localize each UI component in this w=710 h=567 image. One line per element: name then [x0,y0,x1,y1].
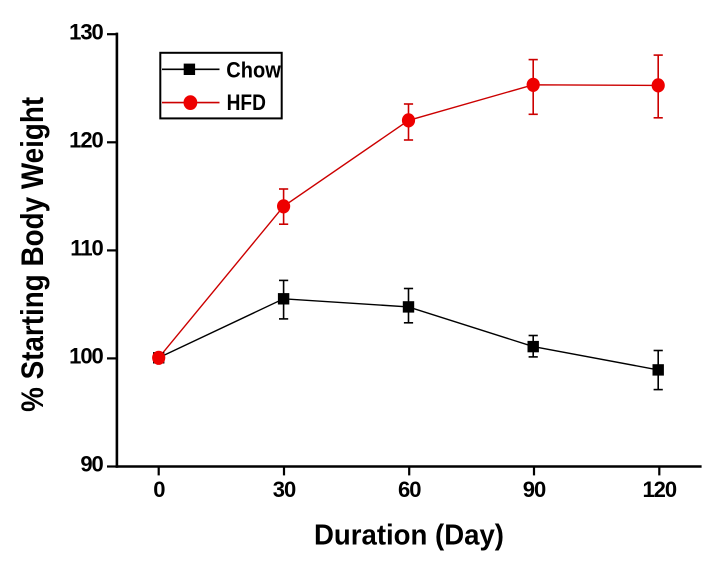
svg-text:60: 60 [398,477,421,502]
svg-text:120: 120 [642,477,676,502]
svg-text:130: 130 [69,19,103,44]
svg-text:100: 100 [69,344,103,369]
svg-text:30: 30 [273,477,296,502]
svg-text:90: 90 [80,452,103,477]
svg-text:Chow: Chow [226,57,281,82]
svg-text:HFD: HFD [227,90,266,115]
svg-text:110: 110 [70,236,103,261]
svg-text:90: 90 [523,477,546,502]
svg-text:% Starting Body Weight: % Starting Body Weight [14,96,50,411]
svg-text:Duration (Day): Duration (Day) [314,519,504,551]
svg-text:120: 120 [69,128,103,153]
svg-text:0: 0 [153,477,165,502]
